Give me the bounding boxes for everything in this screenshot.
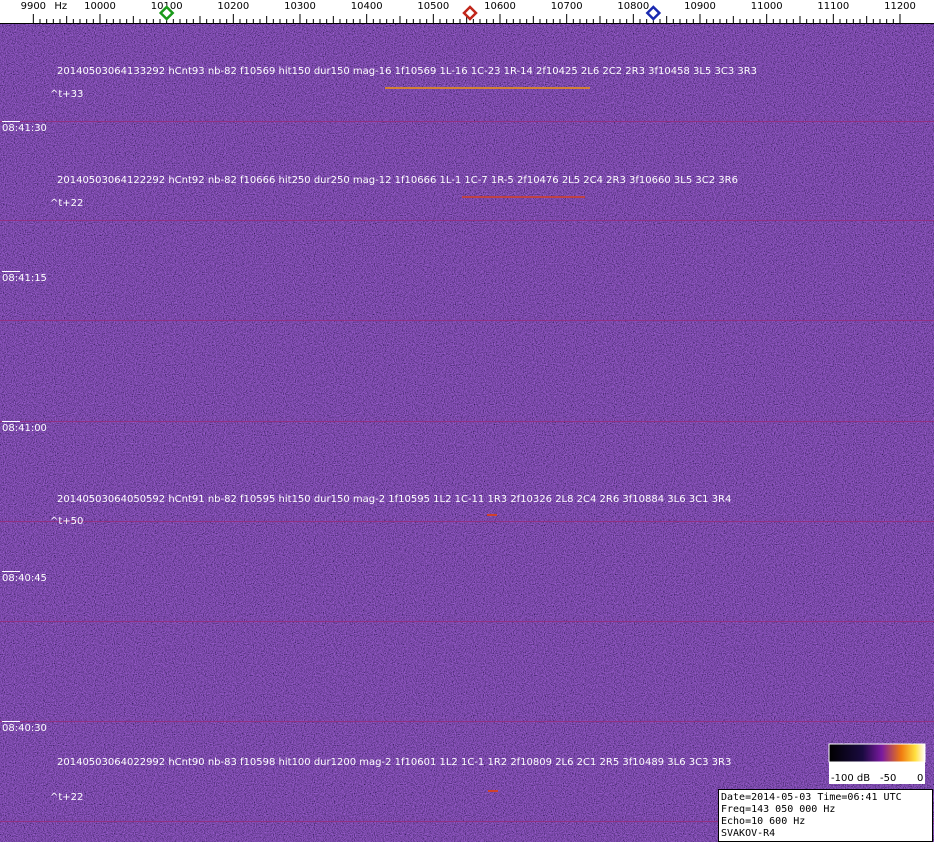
- colorbar-label: -100 dB: [831, 773, 870, 784]
- detection-offset: ^t+50: [50, 516, 83, 527]
- detection-text: 20140503064133292 hCnt93 nb-82 f10569 hi…: [57, 66, 757, 77]
- detections: 20140503064133292 hCnt93 nb-82 f10569 hi…: [50, 66, 757, 803]
- tick-label: 10700: [551, 1, 583, 12]
- colorbar: -100 dB -50 0: [828, 743, 926, 784]
- tick-label: 10400: [351, 1, 383, 12]
- axis-unit: Hz: [54, 1, 67, 12]
- info-frame: [718, 789, 933, 842]
- tick-label: 10600: [484, 1, 516, 12]
- info-line: Echo=10 600 Hz: [721, 816, 805, 827]
- detection-offset: ^t+22: [50, 792, 83, 803]
- tick-label: 10900: [684, 1, 716, 12]
- detection-offset: ^t+33: [50, 89, 83, 100]
- colorbar-label: 0: [917, 773, 923, 784]
- tick-label: 11000: [751, 1, 783, 12]
- detection-offset: ^t+22: [50, 198, 83, 209]
- time-label: 08:41:00: [2, 423, 47, 434]
- frequency-marker: [462, 5, 478, 21]
- detection-text: 20140503064050592 hCnt91 nb-82 f10595 hi…: [57, 494, 731, 505]
- info-line: SVAKOV-R4: [721, 828, 775, 839]
- frequency-marker: [645, 5, 662, 21]
- colorbar-label: -50: [880, 773, 896, 784]
- detection-text: 20140503064122292 hCnt92 nb-82 f10666 hi…: [57, 175, 738, 186]
- tick-label: 10200: [217, 1, 249, 12]
- time-label: 08:40:45: [2, 573, 47, 584]
- time-labels: 08:41:30 08:41:15 08:41:00 08:40:45 08:4…: [2, 121, 47, 734]
- colorbar-label-box: [829, 762, 925, 784]
- time-label: 08:41:30: [2, 123, 47, 134]
- info-box: Date=2014-05-03 Time=06:41 UTC Freq=143 …: [718, 789, 933, 842]
- tick-label: 11100: [817, 1, 849, 12]
- info-line: Date=2014-05-03 Time=06:41 UTC: [721, 792, 902, 803]
- tick-label: 11200: [884, 1, 916, 12]
- tick-label: 10300: [284, 1, 316, 12]
- info-line: Freq=143 050 000 Hz: [721, 804, 835, 815]
- colorbar-gradient: [828, 743, 926, 763]
- tick-label: 9900: [21, 1, 46, 12]
- tick-label: 10000: [84, 1, 116, 12]
- meteor-streaks: [385, 87, 590, 792]
- time-label: 08:41:15: [2, 273, 47, 284]
- time-label: 08:40:30: [2, 723, 47, 734]
- tick-label: 10500: [417, 1, 449, 12]
- frequency-marker: [158, 5, 175, 21]
- tick-label: 10800: [617, 1, 649, 12]
- detection-text: 20140503064022992 hCnt90 nb-83 f10598 hi…: [57, 757, 731, 768]
- waterfall-noise: [0, 24, 934, 842]
